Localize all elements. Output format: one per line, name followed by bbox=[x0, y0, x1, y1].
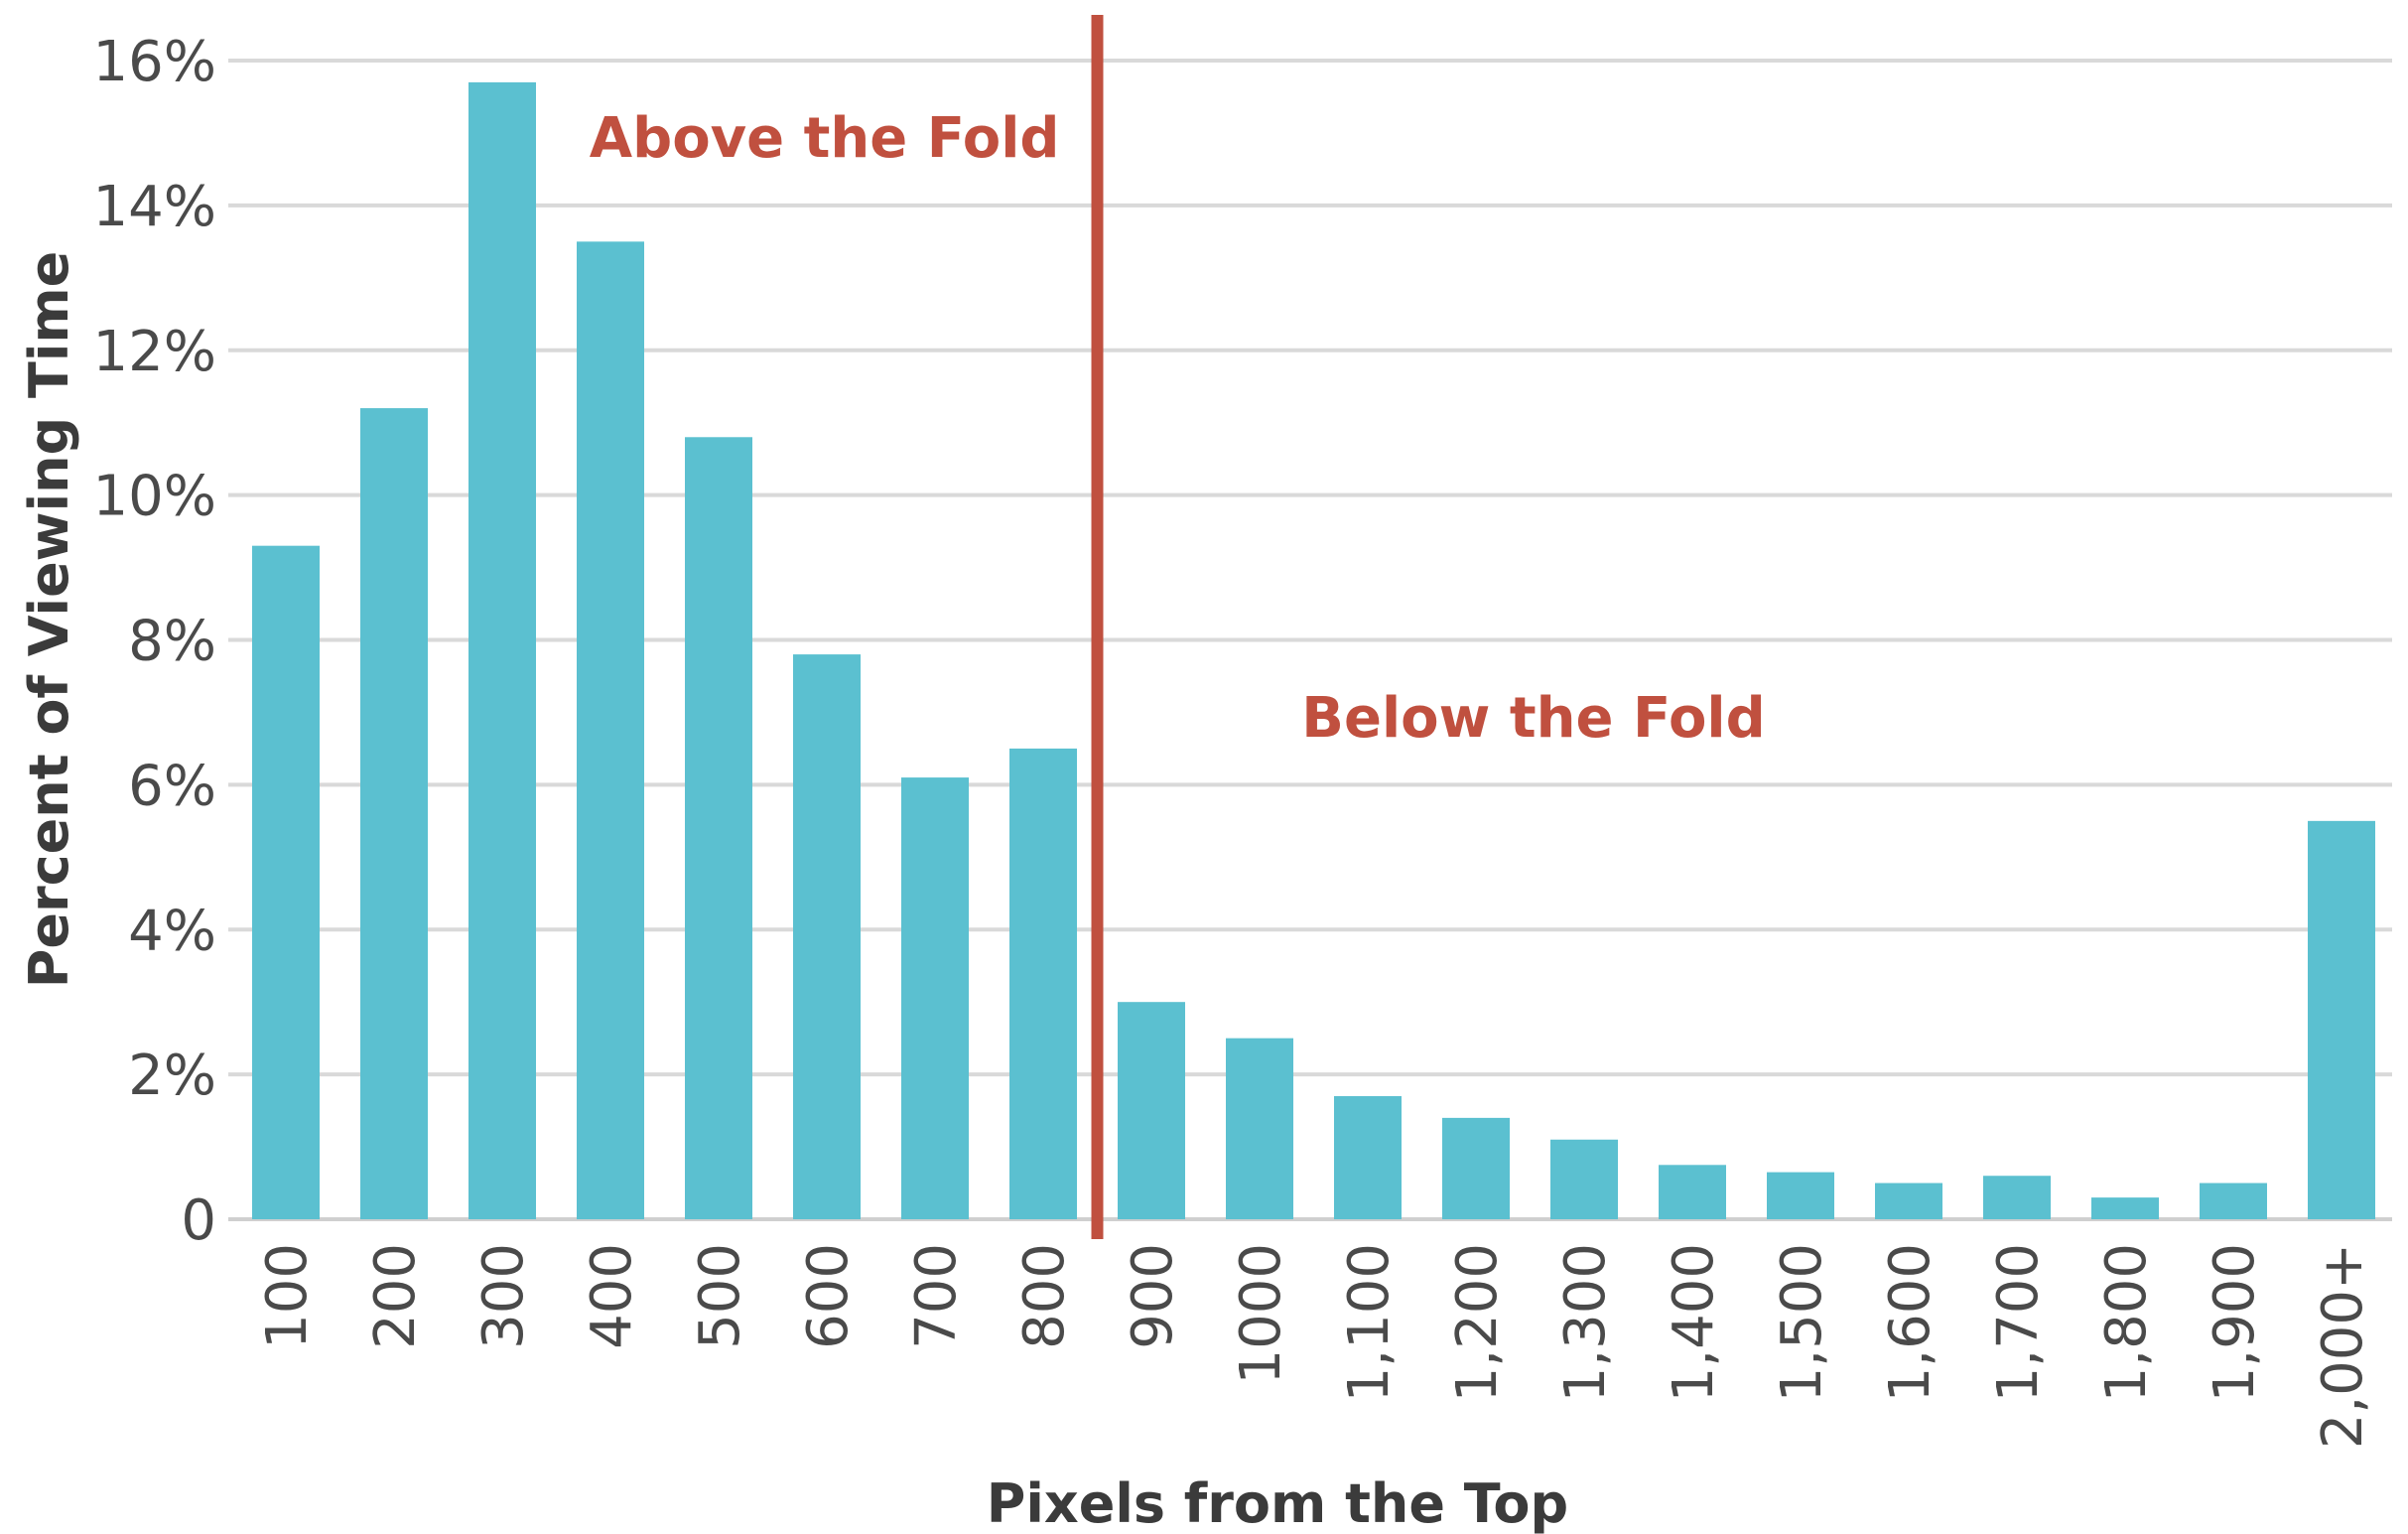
gridlines bbox=[228, 59, 2392, 1221]
bar bbox=[901, 777, 969, 1219]
bars bbox=[252, 81, 2375, 1220]
x-tick-label: 1,800 bbox=[2094, 1243, 2159, 1402]
x-tick-label: 1,300 bbox=[1553, 1243, 1618, 1402]
x-tick-label: 200 bbox=[363, 1243, 428, 1349]
bar bbox=[577, 241, 644, 1219]
bar bbox=[2200, 1183, 2267, 1219]
bar bbox=[1659, 1165, 1726, 1219]
x-tick-label: 600 bbox=[796, 1243, 861, 1349]
bar bbox=[1009, 748, 1077, 1219]
x-tick-label: 500 bbox=[688, 1243, 752, 1349]
x-tick-label: 1,200 bbox=[1445, 1243, 1510, 1402]
x-axis-title: Pixels from the Top bbox=[987, 1472, 1568, 1534]
bar bbox=[1334, 1096, 1402, 1219]
bar bbox=[1767, 1172, 1834, 1219]
bar bbox=[1550, 1139, 1618, 1219]
bar bbox=[360, 408, 428, 1220]
y-tick-label: 0 bbox=[181, 1188, 216, 1253]
bar bbox=[1442, 1117, 1510, 1219]
x-tick-label: 1000 bbox=[1229, 1243, 1293, 1385]
y-tick-label: 16% bbox=[93, 30, 216, 94]
x-tick-label: 300 bbox=[471, 1243, 536, 1349]
x-tick-label: 1,400 bbox=[1662, 1243, 1726, 1402]
y-tick-label: 6% bbox=[128, 754, 216, 818]
x-axis-tick-labels: 100 200 300 400 500 600 700 800 900 1000 1,100 1,20… bbox=[255, 1243, 2375, 1449]
bar bbox=[2091, 1197, 2159, 1219]
bar bbox=[1875, 1183, 1942, 1219]
bar bbox=[252, 545, 320, 1219]
below-the-fold-label: Below the Fold bbox=[1301, 686, 1765, 751]
y-tick-label: 8% bbox=[128, 610, 216, 674]
y-axis-tick-labels: 0 2% 4% 6% 8% 10% 12% 14% 16% bbox=[93, 30, 216, 1253]
x-tick-label: 1,900 bbox=[2203, 1243, 2267, 1402]
x-tick-label: 1,700 bbox=[1986, 1243, 2051, 1402]
x-tick-label: 700 bbox=[904, 1243, 969, 1349]
x-tick-label: 2,000+ bbox=[2311, 1243, 2375, 1449]
x-tick-label: 1,100 bbox=[1337, 1243, 1402, 1402]
bar bbox=[685, 437, 752, 1219]
x-tick-label: 900 bbox=[1121, 1243, 1185, 1349]
y-tick-label: 4% bbox=[128, 899, 216, 963]
bar bbox=[1226, 1038, 1293, 1219]
bar bbox=[468, 81, 536, 1220]
bar bbox=[2308, 820, 2375, 1219]
x-tick-label: 100 bbox=[255, 1243, 320, 1349]
y-tick-label: 2% bbox=[128, 1044, 216, 1108]
x-tick-label: 1,600 bbox=[1878, 1243, 1942, 1402]
x-tick-label: 1,500 bbox=[1770, 1243, 1834, 1402]
y-tick-label: 10% bbox=[93, 465, 216, 529]
x-tick-label: 400 bbox=[580, 1243, 644, 1349]
bar bbox=[1118, 1002, 1185, 1219]
bar bbox=[1983, 1176, 2051, 1219]
x-tick-label: 800 bbox=[1012, 1243, 1077, 1349]
y-axis-title: Percent of Viewing Time bbox=[18, 251, 80, 988]
y-tick-label: 14% bbox=[93, 175, 216, 239]
y-tick-label: 12% bbox=[93, 320, 216, 384]
above-the-fold-label: Above the Fold bbox=[590, 106, 1060, 171]
bar bbox=[793, 654, 861, 1219]
